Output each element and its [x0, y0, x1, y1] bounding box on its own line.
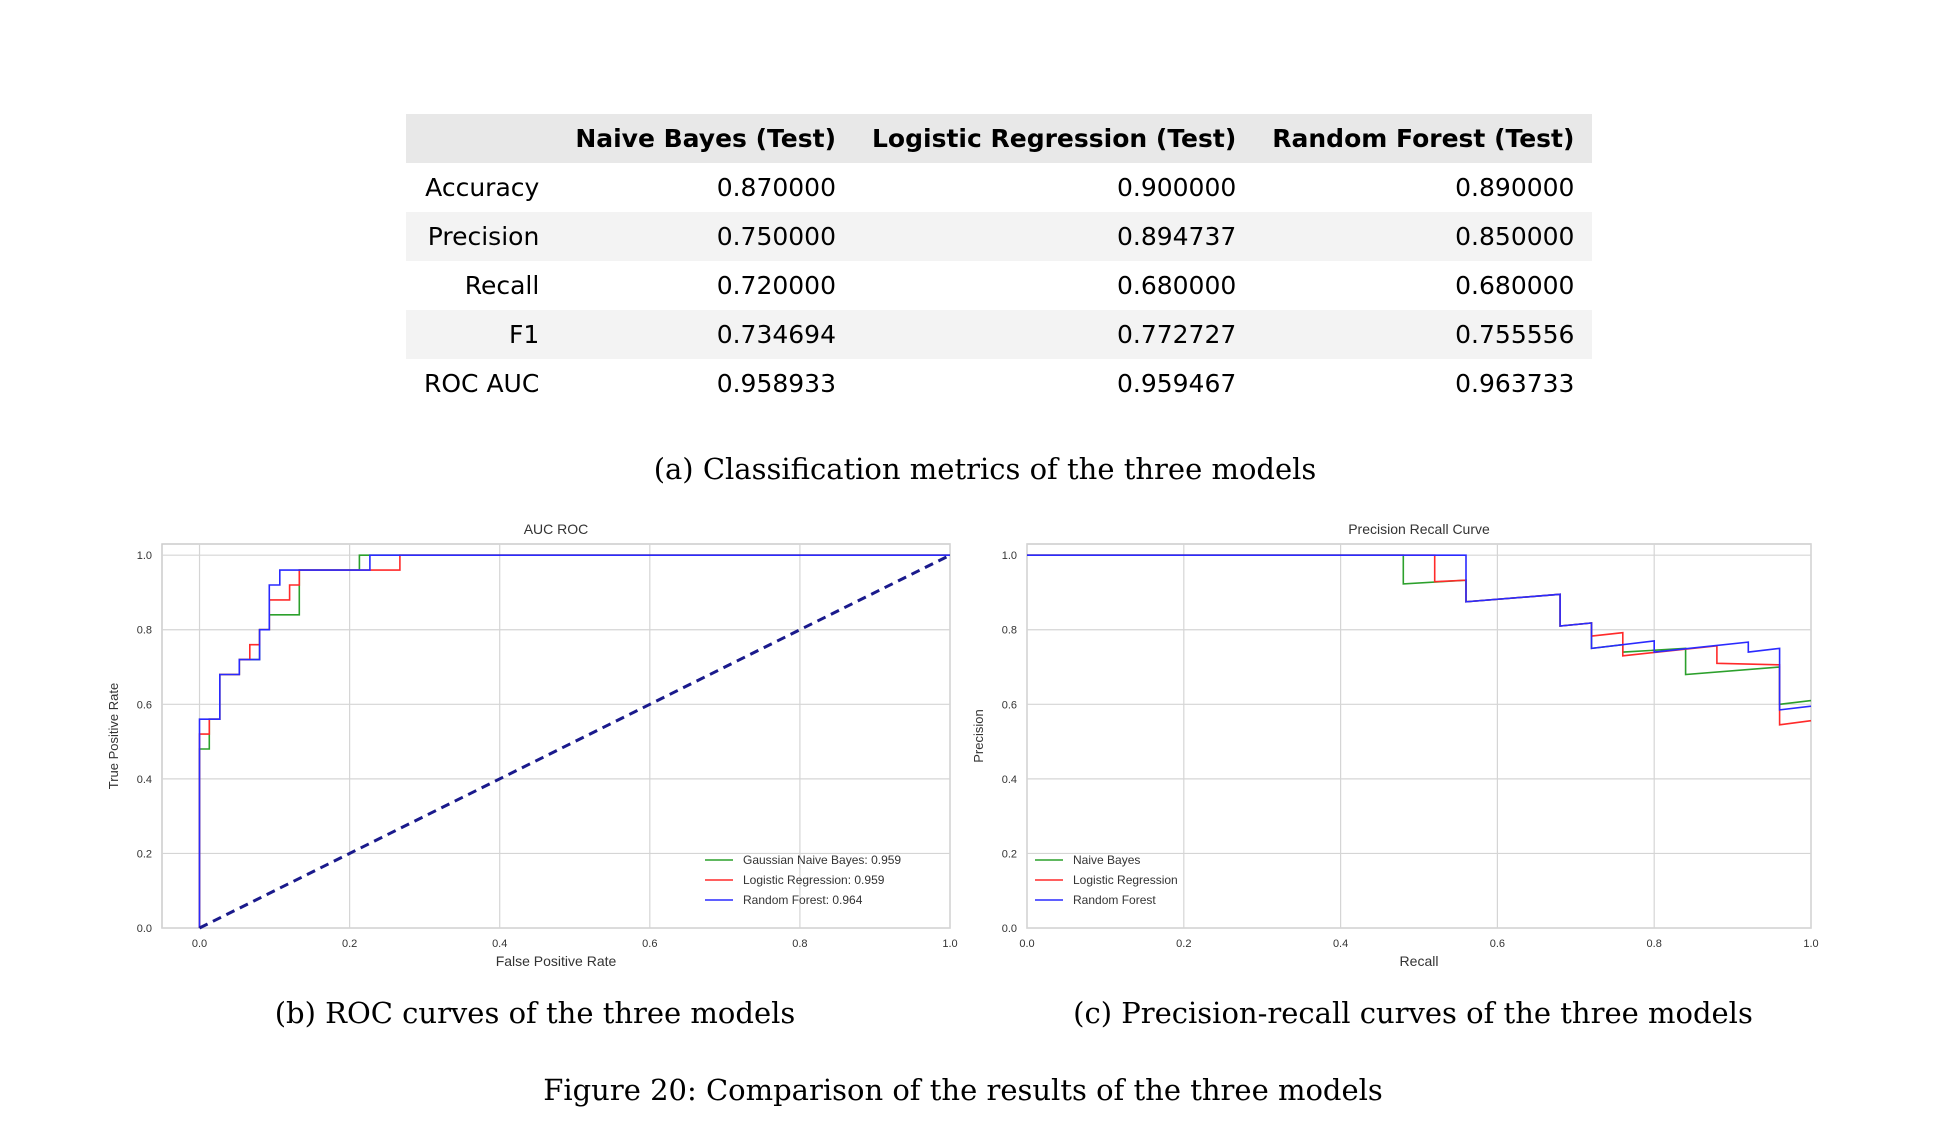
table-cell: 0.963733 — [1455, 369, 1575, 398]
x-tick-label: 0.8 — [1647, 938, 1662, 950]
precision-recall-chart: 0.00.0 0.2 0.2 0.4 0.4 0.6 0.6 0.8 0.8 1.0 1.0 Prec… — [971, 521, 1819, 969]
roc-chart: 0.0 0.0 0.2 0.2 0.4 0.4 0.6 0.6 0.8 0.8 1.0 1.0 AUC … — [106, 521, 958, 969]
table-cell: 0.755556 — [1254, 310, 1593, 359]
table-row: Accuracy 0.870000 0.900000 0.890000 — [406, 163, 1592, 212]
series-line — [1027, 554, 1812, 711]
table-header-row: Naive Bayes (Test) Logistic Regression (… — [406, 114, 1593, 163]
y-axis-label: True Positive Rate — [106, 683, 121, 789]
table-cell: 0.870000 — [716, 173, 836, 202]
table-cell: 0.850000 — [1254, 212, 1593, 261]
y-tick-label: 0.6 — [137, 699, 152, 711]
row-label: ROC AUC — [424, 369, 540, 398]
table-row: ROC AUC 0.958933 0.959467 0.963733 — [406, 359, 1592, 408]
x-axis-label: False Positive Rate — [496, 953, 617, 969]
table-cell: 0.958933 — [716, 369, 836, 398]
caption-c: (c) Precision-recall curves of the three… — [1073, 996, 1753, 1030]
table-header-cell: Naive Bayes (Test) — [557, 114, 854, 163]
plot-area — [161, 543, 951, 929]
chance-diagonal-line — [198, 553, 951, 930]
y-tick-label: 1.0 — [1002, 550, 1017, 562]
y-tick-label: 0.4 — [1002, 774, 1017, 786]
y-tick-label: 0.2 — [137, 848, 152, 860]
table-cell: 0.680000 — [1455, 271, 1575, 300]
legend-label: Logistic Regression: 0.959 — [743, 873, 885, 887]
chart-title: Precision Recall Curve — [1348, 521, 1490, 537]
x-tick-label: 0.6 — [642, 938, 657, 950]
caption-b: (b) ROC curves of the three models — [274, 996, 796, 1030]
table-cell: 0.680000 — [1116, 271, 1237, 300]
plot-area — [1026, 543, 1812, 929]
y-tick-label: 0.8 — [137, 625, 152, 637]
x-tick-label: 0.0 — [192, 938, 207, 950]
table-header-cell — [406, 114, 558, 163]
y-tick-label: 0.0 — [1002, 923, 1017, 935]
y-tick-label: 0.8 — [1002, 625, 1017, 637]
y-tick-label: 1.0 — [137, 550, 152, 562]
y-axis-label: Precision — [971, 709, 986, 762]
chart-title: AUC ROC — [524, 521, 589, 537]
metrics-table: Naive Bayes (Test) Logistic Regression (… — [406, 114, 1593, 408]
x-tick-label: 1.0 — [942, 938, 957, 950]
x-tick-label: 0.2 — [1176, 938, 1191, 950]
y-tick-label: 0.2 — [1002, 848, 1017, 860]
table-cell: 0.890000 — [1455, 173, 1575, 202]
table-cell: 0.772727 — [854, 310, 1255, 359]
x-tick-label: 0.8 — [792, 938, 807, 950]
y-tick-label: 0.0 — [137, 923, 152, 935]
table-cell: 0.720000 — [716, 271, 836, 300]
x-axis-label: Recall — [1400, 953, 1439, 969]
table-cell: 0.750000 — [557, 212, 854, 261]
table-cell: 0.734694 — [557, 310, 854, 359]
row-label: Recall — [464, 271, 540, 300]
legend-label: Random Forest: 0.964 — [743, 893, 863, 907]
table-row: Recall 0.720000 0.680000 0.680000 — [406, 261, 1592, 310]
table-header-cell: Logistic Regression (Test) — [854, 114, 1255, 163]
row-label: Accuracy — [425, 173, 540, 202]
x-tick-label: 0.2 — [342, 938, 357, 950]
table-cell: 0.900000 — [1116, 173, 1237, 202]
legend-label: Gaussian Naive Bayes: 0.959 — [743, 853, 901, 867]
table-row: F1 0.734694 0.772727 0.755556 — [406, 310, 1593, 359]
table-cell: 0.894737 — [854, 212, 1255, 261]
x-tick-label: 0.4 — [1333, 938, 1348, 950]
table-cell: 0.959467 — [1116, 369, 1237, 398]
y-tick-label: 0.6 — [1002, 699, 1017, 711]
x-tick-label: 0.4 — [492, 938, 507, 950]
x-tick-label: 0.0 — [1019, 938, 1034, 950]
legend-label: Random Forest — [1073, 893, 1156, 907]
row-label: F1 — [406, 310, 558, 359]
table-header-cell: Random Forest (Test) — [1254, 114, 1593, 163]
row-label: Precision — [406, 212, 558, 261]
caption-a: (a) Classification metrics of the three … — [653, 452, 1317, 486]
y-tick-label: 0.4 — [137, 774, 152, 786]
legend-label: Naive Bayes — [1073, 853, 1140, 867]
legend-label: Logistic Regression — [1073, 873, 1178, 887]
figure-caption: Figure 20: Comparison of the results of … — [543, 1073, 1383, 1107]
series-line — [198, 554, 950, 928]
table-row: Precision 0.750000 0.894737 0.850000 — [406, 212, 1593, 261]
x-tick-label: 1.0 — [1803, 938, 1818, 950]
x-tick-label: 0.6 — [1490, 938, 1505, 950]
